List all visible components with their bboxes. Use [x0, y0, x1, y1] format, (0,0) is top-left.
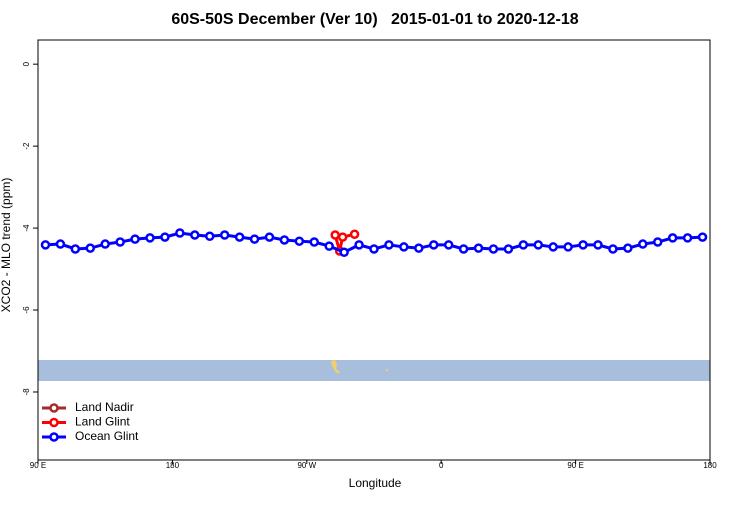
data-point — [330, 230, 340, 240]
data-point — [354, 240, 364, 250]
data-point — [608, 244, 618, 254]
data-point — [399, 242, 409, 252]
data-point — [160, 232, 170, 242]
x-tick-label: 180 — [703, 461, 717, 470]
data-point — [85, 243, 96, 253]
data-point — [578, 240, 588, 250]
data-point — [638, 239, 648, 249]
chart-title: 60S-50S December (Ver 10) 2015-01-01 to … — [171, 11, 578, 28]
data-point — [473, 243, 484, 253]
data-point — [40, 240, 51, 250]
data-point — [443, 240, 454, 250]
x-tick-label: 0 — [439, 461, 444, 470]
y-axis-label: XCO2 - MLO trend (ppm) — [0, 178, 13, 313]
legend-marker — [49, 417, 59, 428]
legend-label: Land Glint — [75, 415, 130, 429]
data-point — [349, 229, 360, 239]
data-point — [175, 228, 185, 238]
data-point — [294, 236, 305, 246]
data-point — [264, 232, 275, 242]
data-point — [667, 233, 678, 243]
data-point — [309, 237, 320, 247]
data-point — [145, 233, 155, 243]
x-tick-label: 180 — [166, 461, 180, 470]
data-point — [414, 243, 424, 253]
data-point — [518, 240, 529, 250]
y-tick-label: -8 — [22, 388, 31, 396]
data-point — [249, 234, 260, 244]
data-point — [384, 240, 394, 250]
series-line — [333, 232, 355, 252]
data-point — [100, 239, 110, 249]
data-point — [234, 232, 245, 242]
data-point — [488, 244, 499, 254]
data-point — [70, 244, 81, 254]
data-point — [339, 247, 349, 258]
data-point — [623, 243, 633, 253]
data-point — [204, 231, 215, 242]
data-point — [563, 242, 573, 252]
land-patch — [386, 369, 388, 371]
legend-marker — [49, 432, 59, 442]
y-tick-label: -6 — [22, 306, 31, 314]
data-point — [369, 244, 379, 254]
y-tick-label: -2 — [22, 142, 31, 150]
land-patch — [331, 360, 340, 374]
data-point — [503, 244, 514, 254]
plot-frame — [37, 39, 711, 461]
y-tick-label: 0 — [22, 61, 31, 66]
data-point — [219, 230, 230, 240]
data-point — [533, 240, 544, 250]
data-point — [548, 242, 558, 252]
data-point — [55, 239, 66, 249]
data-point — [652, 237, 663, 247]
data-point — [593, 240, 603, 250]
data-point — [190, 230, 200, 240]
data-point — [682, 233, 693, 243]
data-point — [428, 240, 439, 250]
x-tick-label: 90 E — [567, 461, 583, 470]
data-point — [130, 234, 140, 244]
x-tick-label: 90 E — [30, 461, 46, 470]
legend-label: Ocean Glint — [75, 429, 139, 443]
legend-label: Land Nadir — [75, 400, 134, 414]
y-tick-label: -4 — [22, 224, 31, 232]
data-point — [324, 241, 334, 251]
map-strip — [38, 360, 710, 381]
x-tick-label: 90 W — [297, 461, 316, 470]
data-point — [115, 237, 125, 247]
data-point — [697, 232, 708, 242]
legend-marker — [49, 403, 59, 413]
data-point — [458, 244, 469, 254]
x-axis-label: Longitude — [349, 476, 402, 490]
data-point — [279, 235, 290, 245]
data-point — [337, 232, 348, 242]
